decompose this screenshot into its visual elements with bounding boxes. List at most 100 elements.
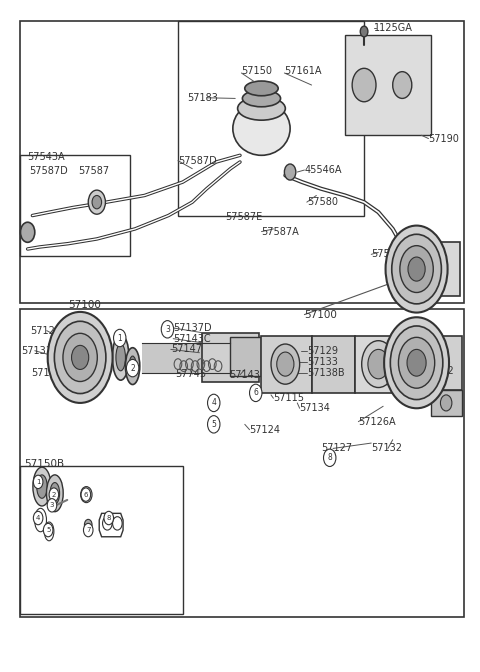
- Text: 5: 5: [211, 420, 216, 429]
- Text: 57128: 57128: [30, 326, 61, 335]
- Text: 6: 6: [253, 388, 258, 397]
- Ellipse shape: [47, 475, 63, 511]
- Text: 57130B: 57130B: [31, 368, 69, 378]
- Ellipse shape: [50, 482, 60, 504]
- Circle shape: [384, 317, 449, 409]
- Circle shape: [385, 226, 447, 312]
- Text: 57190: 57190: [429, 134, 459, 144]
- Circle shape: [54, 321, 106, 394]
- Text: 57150B: 57150B: [24, 460, 64, 470]
- Circle shape: [393, 72, 412, 98]
- Circle shape: [441, 395, 452, 411]
- Circle shape: [161, 321, 174, 338]
- Circle shape: [271, 344, 300, 384]
- Circle shape: [81, 488, 91, 501]
- Text: 57150: 57150: [241, 66, 273, 76]
- Circle shape: [368, 349, 389, 379]
- Text: 57143C: 57143C: [173, 334, 211, 343]
- Circle shape: [362, 341, 395, 388]
- Circle shape: [88, 190, 106, 214]
- Ellipse shape: [125, 347, 140, 384]
- Ellipse shape: [112, 335, 129, 380]
- Text: 6: 6: [84, 492, 88, 497]
- Text: 57147: 57147: [171, 344, 202, 354]
- Circle shape: [21, 222, 35, 243]
- Circle shape: [207, 394, 220, 412]
- Text: 57161A: 57161A: [284, 66, 322, 76]
- Ellipse shape: [33, 467, 51, 506]
- Polygon shape: [202, 333, 259, 382]
- Polygon shape: [429, 243, 459, 296]
- Text: 57131: 57131: [22, 345, 52, 355]
- Circle shape: [63, 333, 97, 382]
- Polygon shape: [345, 35, 431, 135]
- Circle shape: [34, 475, 43, 489]
- Polygon shape: [431, 336, 462, 390]
- Circle shape: [408, 257, 425, 281]
- Circle shape: [207, 416, 220, 433]
- Text: 11962: 11962: [424, 366, 455, 376]
- Text: 7: 7: [86, 527, 91, 533]
- Ellipse shape: [245, 81, 278, 95]
- Text: 57126A: 57126A: [359, 417, 396, 427]
- Text: 2: 2: [52, 492, 56, 497]
- Text: 57587D: 57587D: [29, 166, 68, 175]
- Ellipse shape: [242, 90, 281, 107]
- Text: 1125GA: 1125GA: [373, 23, 412, 33]
- Text: 2: 2: [130, 364, 135, 372]
- Polygon shape: [312, 336, 355, 393]
- Circle shape: [84, 523, 93, 537]
- Circle shape: [400, 246, 433, 292]
- Circle shape: [81, 487, 92, 503]
- Circle shape: [284, 164, 296, 180]
- Circle shape: [34, 511, 43, 525]
- Text: 57100: 57100: [68, 300, 101, 310]
- Circle shape: [47, 499, 57, 512]
- Text: 4: 4: [36, 515, 40, 521]
- Circle shape: [392, 235, 442, 304]
- Text: 57115: 57115: [274, 393, 304, 403]
- Polygon shape: [230, 337, 262, 376]
- Polygon shape: [262, 336, 312, 393]
- Polygon shape: [99, 513, 123, 537]
- Text: 57100: 57100: [304, 310, 337, 320]
- Text: 57587: 57587: [78, 166, 109, 175]
- Circle shape: [72, 345, 89, 370]
- Circle shape: [48, 312, 113, 403]
- Text: 57133: 57133: [307, 357, 338, 367]
- Circle shape: [352, 69, 376, 101]
- Text: 1: 1: [118, 333, 122, 343]
- Circle shape: [84, 519, 92, 530]
- Text: 57183: 57183: [188, 93, 218, 103]
- Text: 8: 8: [327, 454, 332, 462]
- Text: 45546A: 45546A: [304, 165, 342, 175]
- Text: 3: 3: [165, 325, 170, 334]
- Ellipse shape: [233, 101, 290, 155]
- Text: 5: 5: [46, 527, 50, 533]
- Ellipse shape: [129, 356, 136, 376]
- Text: 57587E: 57587E: [226, 212, 263, 222]
- Text: 57543A: 57543A: [28, 152, 65, 162]
- Text: 8: 8: [107, 515, 111, 521]
- Ellipse shape: [36, 475, 47, 498]
- Circle shape: [250, 384, 262, 402]
- Text: 57587E: 57587E: [371, 249, 408, 259]
- Circle shape: [324, 449, 336, 466]
- Circle shape: [277, 352, 294, 376]
- Text: 57580: 57580: [307, 197, 338, 207]
- Text: 57132: 57132: [371, 444, 402, 454]
- Text: 57129: 57129: [307, 346, 338, 356]
- Text: 57137D: 57137D: [173, 323, 212, 333]
- Circle shape: [390, 326, 443, 400]
- Text: 4: 4: [211, 398, 216, 407]
- Text: 57127: 57127: [321, 444, 352, 454]
- Text: 57587A: 57587A: [262, 226, 299, 237]
- Polygon shape: [355, 336, 402, 393]
- Text: 57138B: 57138B: [307, 368, 345, 378]
- Circle shape: [43, 523, 53, 537]
- Circle shape: [360, 26, 368, 37]
- Circle shape: [49, 488, 59, 501]
- Circle shape: [92, 196, 102, 209]
- Text: 57143: 57143: [229, 370, 260, 380]
- Circle shape: [398, 337, 435, 388]
